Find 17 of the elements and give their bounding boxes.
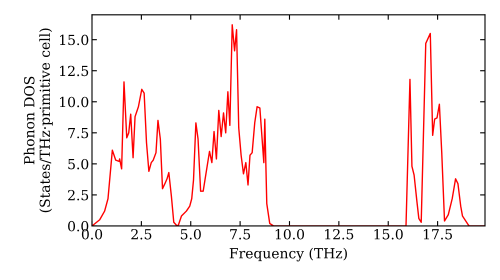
y-tick-label: 7.5 (68, 128, 88, 138)
y-tick-label: 2.5 (68, 190, 88, 200)
y-axis-title: Phonon DOS (States/THz·primitive cell) (24, 28, 53, 212)
x-tick-label: 7.5 (230, 229, 250, 240)
x-tick-label: 12.5 (325, 228, 354, 240)
x-tick-label: 17.5 (424, 228, 452, 240)
y-tick-label: 15.0 (60, 34, 88, 46)
x-tick-label: 2.5 (131, 228, 152, 240)
x-tick-label: 0.0 (82, 228, 102, 240)
y-tick-label: 10.0 (60, 96, 88, 108)
x-tick-label: 5.0 (180, 228, 201, 240)
x-tick-label: 10.0 (276, 228, 304, 240)
y-tick-label: 12.5 (60, 66, 88, 76)
y-tick-label: 5.0 (68, 158, 88, 170)
y-tick-label: 0.0 (68, 220, 88, 232)
x-axis-title: Frequency (THz) (230, 248, 347, 262)
x-tick-label: 15.0 (374, 228, 403, 240)
